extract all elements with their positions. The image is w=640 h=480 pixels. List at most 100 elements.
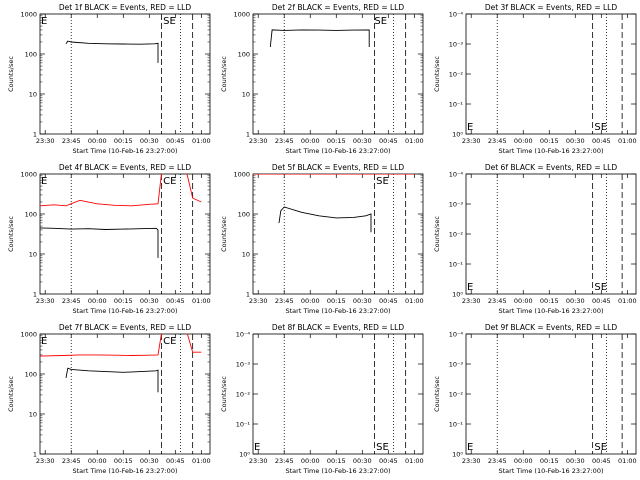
chart-title: Det 4f BLACK = Events, RED = LLD bbox=[59, 163, 192, 172]
x-tick-label: 23:45 bbox=[275, 137, 294, 145]
x-tick-label: 01:00 bbox=[618, 137, 637, 145]
event-label: CE bbox=[163, 336, 176, 347]
y-tick-label: 10 bbox=[29, 411, 37, 419]
series-line bbox=[40, 227, 159, 258]
event-label: E bbox=[41, 336, 47, 347]
x-tick-label: 01:00 bbox=[192, 137, 211, 145]
event-label: SE bbox=[163, 16, 176, 27]
y-tick-label: 10⁻³ bbox=[449, 361, 464, 369]
x-tick-label: 00:00 bbox=[514, 457, 533, 465]
x-tick-label: 00:00 bbox=[514, 137, 533, 145]
series-line bbox=[40, 334, 202, 357]
y-tick-label: 10⁻² bbox=[236, 391, 251, 399]
x-tick-label: 00:15 bbox=[540, 457, 559, 465]
series-line bbox=[278, 206, 372, 233]
event-label: E bbox=[467, 122, 473, 133]
y-tick-label: 1 bbox=[246, 291, 250, 299]
y-tick-label: 1000 bbox=[20, 11, 37, 19]
chart-panel-2: Det 2f BLACK = Events, RED = LLD Counts/s… bbox=[220, 3, 424, 155]
chart-panel-9: Det 9f BLACK = Events, RED = LLD Counts/s… bbox=[433, 323, 637, 475]
x-tick-label: 23:30 bbox=[249, 297, 268, 305]
y-axis-label: Counts/sec bbox=[220, 216, 228, 252]
y-tick-label: 1000 bbox=[20, 331, 37, 339]
x-tick-label: 00:15 bbox=[540, 297, 559, 305]
x-tick-label: 23:30 bbox=[36, 137, 55, 145]
y-tick-label: 1000 bbox=[233, 171, 250, 179]
plot-frame bbox=[252, 173, 424, 295]
event-label: E bbox=[467, 442, 473, 453]
chart-title: Det 3f BLACK = Events, RED = LLD bbox=[485, 3, 618, 12]
x-tick-label: 23:45 bbox=[488, 137, 507, 145]
y-tick-label: 10⁰ bbox=[452, 131, 463, 139]
y-tick-label: 100 bbox=[238, 211, 250, 219]
y-axis-label: Counts/sec bbox=[433, 216, 441, 252]
y-tick-label: 10⁻⁴ bbox=[449, 331, 464, 339]
y-tick-label: 10 bbox=[242, 251, 250, 259]
y-tick-label: 10⁻² bbox=[449, 231, 464, 239]
x-tick-label: 00:00 bbox=[301, 457, 320, 465]
chart-panel-8: Det 8f BLACK = Events, RED = LLD Counts/s… bbox=[220, 323, 424, 475]
x-tick-label: 23:30 bbox=[249, 457, 268, 465]
x-axis-label: Start Time (10-Feb-16 23:27:00) bbox=[73, 307, 178, 315]
x-tick-label: 00:45 bbox=[592, 137, 611, 145]
event-label: E bbox=[467, 282, 473, 293]
series-line bbox=[65, 367, 159, 393]
event-label: SE bbox=[376, 442, 389, 453]
event-label: SE bbox=[594, 122, 607, 133]
chart-panel-1: Det 1f BLACK = Events, RED = LLD Counts/s… bbox=[7, 3, 211, 155]
plot-frame bbox=[465, 13, 637, 135]
y-tick-label: 10⁻⁴ bbox=[236, 331, 251, 339]
event-label: E bbox=[254, 442, 260, 453]
y-tick-label: 10⁻⁴ bbox=[449, 11, 464, 19]
y-tick-label: 10⁻² bbox=[449, 391, 464, 399]
event-label: SE bbox=[376, 176, 389, 187]
chart-title: Det 9f BLACK = Events, RED = LLD bbox=[485, 323, 618, 332]
event-label: SE bbox=[374, 16, 387, 27]
x-tick-label: 01:00 bbox=[618, 457, 637, 465]
event-label: E bbox=[41, 16, 47, 27]
y-axis-label: Counts/sec bbox=[433, 376, 441, 412]
y-tick-label: 1 bbox=[33, 131, 37, 139]
y-tick-label: 10⁻¹ bbox=[449, 261, 464, 269]
x-tick-label: 23:30 bbox=[249, 137, 268, 145]
y-tick-label: 100 bbox=[238, 51, 250, 59]
chart-title: Det 5f BLACK = Events, RED = LLD bbox=[272, 163, 405, 172]
event-label: E bbox=[41, 176, 47, 187]
x-tick-label: 00:45 bbox=[379, 457, 398, 465]
x-tick-label: 00:30 bbox=[566, 137, 585, 145]
y-tick-label: 10⁰ bbox=[452, 291, 463, 299]
y-tick-label: 1000 bbox=[233, 11, 250, 19]
x-tick-label: 01:00 bbox=[192, 457, 211, 465]
x-tick-label: 23:45 bbox=[488, 297, 507, 305]
x-tick-label: 01:00 bbox=[618, 297, 637, 305]
x-tick-label: 00:45 bbox=[379, 137, 398, 145]
x-tick-label: 00:45 bbox=[166, 137, 185, 145]
event-label: SE bbox=[594, 282, 607, 293]
y-tick-label: 1 bbox=[33, 291, 37, 299]
x-tick-label: 00:30 bbox=[140, 297, 159, 305]
x-tick-label: 00:00 bbox=[514, 297, 533, 305]
x-tick-label: 23:30 bbox=[36, 457, 55, 465]
chart-title: Det 6f BLACK = Events, RED = LLD bbox=[485, 163, 618, 172]
x-tick-label: 00:30 bbox=[140, 457, 159, 465]
x-tick-label: 00:00 bbox=[88, 137, 107, 145]
series-line bbox=[269, 29, 370, 48]
y-tick-label: 1000 bbox=[20, 171, 37, 179]
x-tick-label: 00:15 bbox=[327, 137, 346, 145]
y-axis-label: Counts/sec bbox=[220, 56, 228, 92]
y-tick-label: 10⁰ bbox=[239, 451, 250, 459]
x-tick-label: 00:30 bbox=[566, 457, 585, 465]
x-tick-label: 23:45 bbox=[275, 297, 294, 305]
y-tick-label: 10 bbox=[29, 91, 37, 99]
y-tick-label: 100 bbox=[25, 211, 37, 219]
plot-frame bbox=[465, 333, 637, 455]
x-tick-label: 23:45 bbox=[62, 297, 81, 305]
x-tick-label: 00:00 bbox=[301, 297, 320, 305]
y-tick-label: 10⁻³ bbox=[449, 201, 464, 209]
y-tick-label: 10⁻¹ bbox=[449, 421, 464, 429]
chart-panel-4: Det 4f BLACK = Events, RED = LLD Counts/s… bbox=[7, 163, 211, 315]
y-axis-label: Counts/sec bbox=[7, 376, 15, 412]
y-tick-label: 10⁻³ bbox=[449, 41, 464, 49]
x-axis-label: Start Time (10-Feb-16 23:27:00) bbox=[499, 307, 604, 315]
x-tick-label: 23:30 bbox=[462, 137, 481, 145]
